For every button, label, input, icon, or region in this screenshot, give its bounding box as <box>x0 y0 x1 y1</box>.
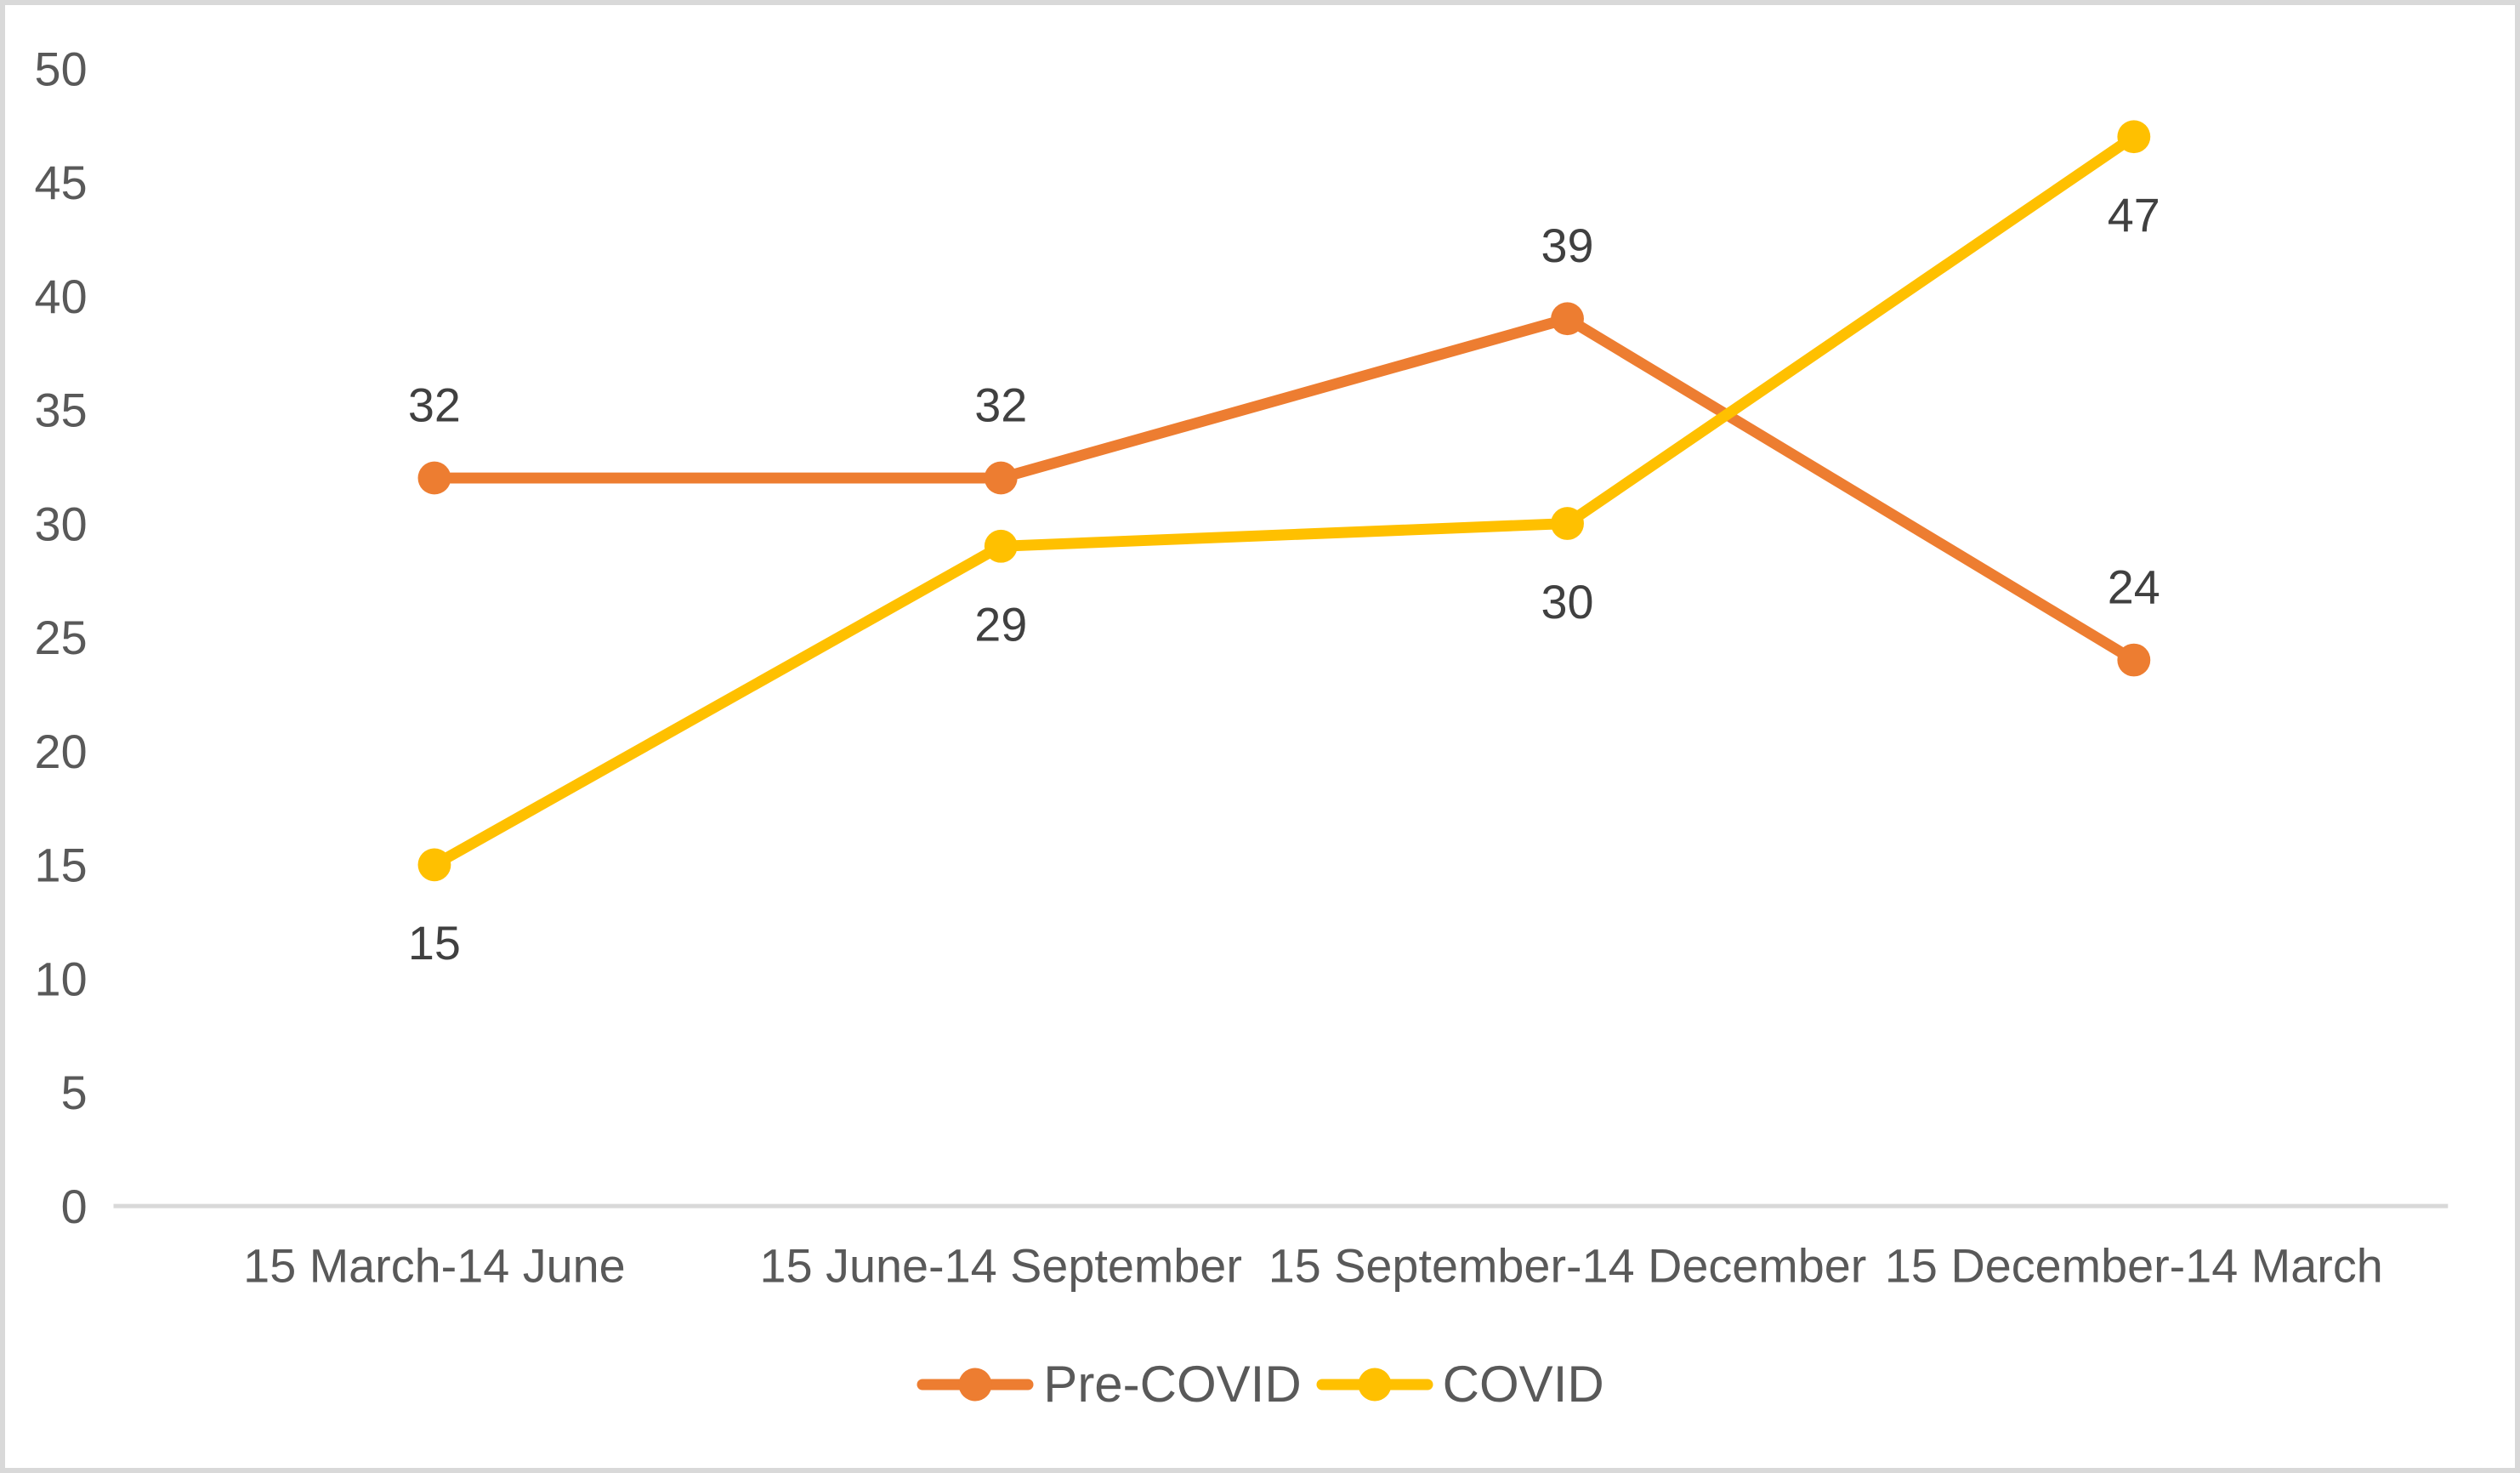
data-point-marker-pre-covid <box>2117 643 2151 677</box>
data-point-label-covid: 15 <box>408 917 461 970</box>
line-chart-canvas: 0 5 10 15 20 25 30 35 40 45 50 15 March-14 June 15 J… <box>35 43 2449 1293</box>
series-line-covid <box>429 131 2140 871</box>
legend-line-marker-covid <box>1316 1368 1433 1402</box>
legend-item-pre-covid: Pre-COVID <box>916 1356 1302 1413</box>
data-point-label-pre-covid: 32 <box>408 379 461 432</box>
x-axis-category-label: 15 March-14 June <box>243 1240 626 1293</box>
y-axis-tick-label: 35 <box>35 384 88 437</box>
data-point-label-covid: 29 <box>974 599 1027 651</box>
y-axis-tick-label: 30 <box>35 498 88 550</box>
y-axis-tick-label: 40 <box>35 270 88 323</box>
data-point-marker-covid <box>1551 507 1584 540</box>
data-point-label-pre-covid: 24 <box>2108 561 2160 614</box>
y-axis-tick-label: 10 <box>35 953 88 1006</box>
legend-item-covid: COVID <box>1315 1359 1604 1410</box>
y-axis-tick-label: 5 <box>61 1066 88 1119</box>
y-axis-tick-label: 25 <box>35 611 88 664</box>
data-point-marker-pre-covid <box>1551 302 1584 336</box>
data-point-marker-pre-covid <box>417 461 451 495</box>
legend-label-pre-covid: Pre-COVID <box>1043 1356 1302 1413</box>
legend-label-covid: COVID <box>1442 1356 1604 1413</box>
data-point-marker-covid <box>984 529 1018 563</box>
data-point-label-pre-covid: 39 <box>1541 219 1594 272</box>
y-axis-tick-label: 20 <box>35 725 88 778</box>
data-point-marker-covid <box>2117 120 2151 154</box>
x-axis-category-label: 15 September-14 December <box>1269 1240 1867 1293</box>
series-line-pre-covid <box>429 313 2140 666</box>
y-axis-tick-label: 50 <box>35 43 88 95</box>
y-axis-tick-label: 0 <box>61 1180 88 1233</box>
data-point-marker-pre-covid <box>984 461 1018 495</box>
legend-line-marker-pre-covid <box>917 1368 1034 1402</box>
chart-legend: Pre-COVID COVID <box>5 1359 2515 1410</box>
data-point-label-covid: 47 <box>2108 189 2160 242</box>
data-point-marker-covid <box>417 848 451 882</box>
y-axis-tick-label: 45 <box>35 156 88 209</box>
x-axis-category-label: 15 December-14 March <box>1885 1240 2383 1293</box>
data-point-label-pre-covid: 32 <box>974 379 1027 432</box>
x-axis-category-label: 15 June-14 September <box>760 1240 1242 1293</box>
data-point-label-covid: 30 <box>1541 576 1594 628</box>
y-axis-tick-label: 15 <box>35 839 88 892</box>
